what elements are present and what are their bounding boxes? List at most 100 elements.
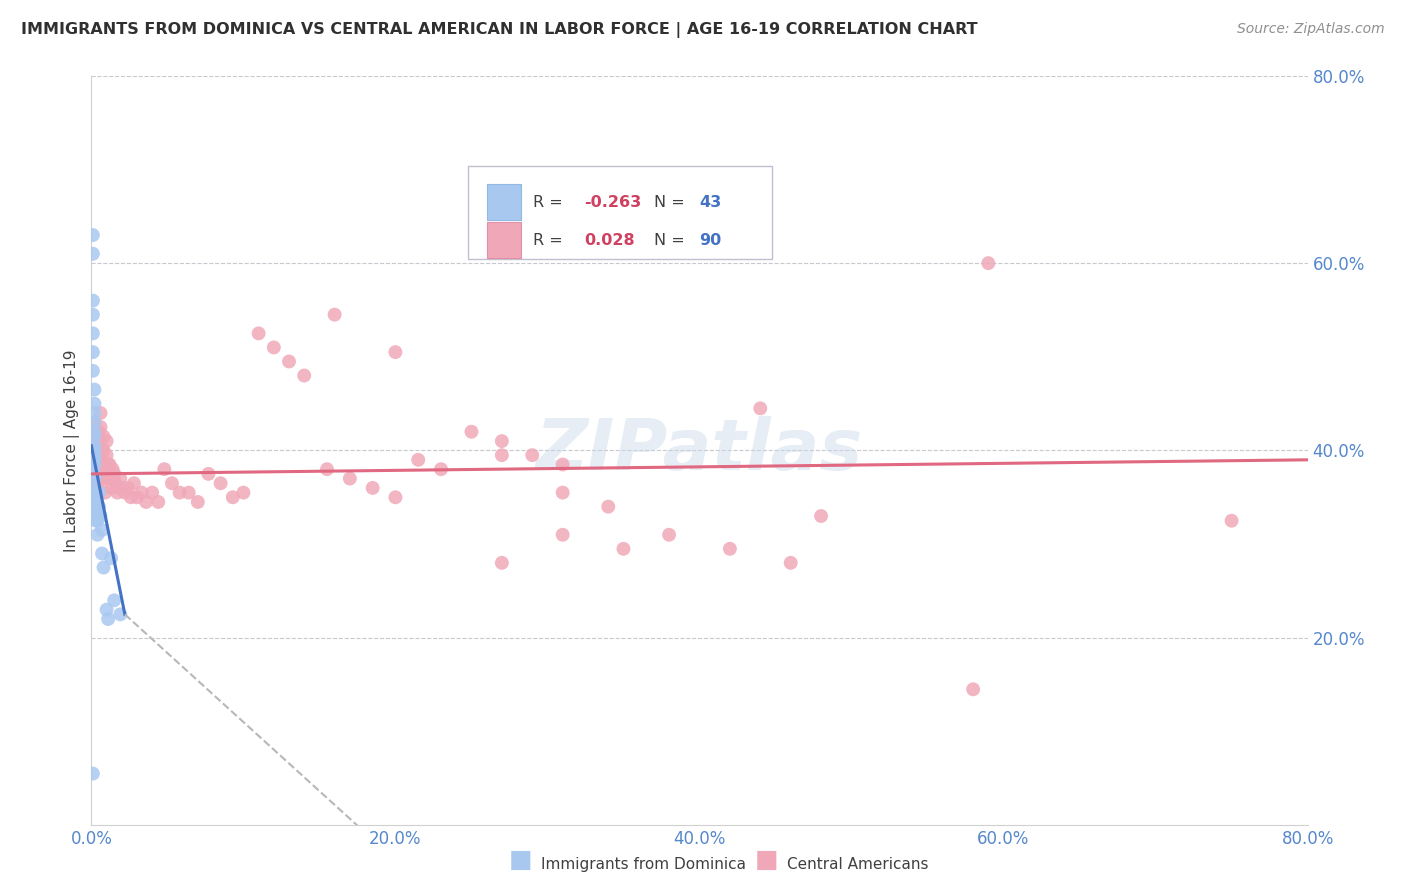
Point xyxy=(84,508,107,523)
Point xyxy=(83,452,105,467)
Point xyxy=(125,491,148,505)
Point xyxy=(87,485,110,500)
Bar xyxy=(486,222,520,258)
Point xyxy=(86,508,108,523)
Point xyxy=(122,476,145,491)
Point xyxy=(977,256,1000,270)
Point xyxy=(384,345,406,359)
Point xyxy=(551,458,574,472)
Point xyxy=(89,508,111,523)
Point xyxy=(83,415,105,429)
Point xyxy=(83,467,105,481)
Point xyxy=(522,448,544,462)
Point xyxy=(460,425,482,439)
Text: N =: N = xyxy=(654,194,690,210)
Point xyxy=(103,593,125,607)
FancyBboxPatch shape xyxy=(468,166,772,260)
Point xyxy=(89,420,111,434)
Point xyxy=(209,476,232,491)
Point xyxy=(96,434,118,449)
Point xyxy=(107,481,129,495)
Point xyxy=(94,471,117,485)
Point xyxy=(82,345,104,359)
Point xyxy=(82,326,104,341)
Point xyxy=(96,448,118,462)
Point xyxy=(491,556,513,570)
Point xyxy=(82,308,104,322)
Point xyxy=(187,495,209,509)
Point xyxy=(97,612,120,626)
Point xyxy=(96,603,118,617)
Point xyxy=(86,476,108,491)
Point xyxy=(98,471,121,485)
Point xyxy=(263,340,285,354)
Point xyxy=(110,471,132,485)
Point xyxy=(83,471,105,485)
Point xyxy=(83,425,105,439)
Point xyxy=(316,462,339,476)
Point xyxy=(86,514,108,528)
Point xyxy=(83,429,105,443)
Point xyxy=(551,527,574,541)
Point xyxy=(86,448,108,462)
Point xyxy=(83,458,105,472)
Point xyxy=(83,448,105,462)
Point xyxy=(86,527,108,541)
Text: IMMIGRANTS FROM DOMINICA VS CENTRAL AMERICAN IN LABOR FORCE | AGE 16-19 CORRELAT: IMMIGRANTS FROM DOMINICA VS CENTRAL AMER… xyxy=(21,22,977,38)
Text: ZIPatlas: ZIPatlas xyxy=(536,416,863,485)
Point xyxy=(141,485,163,500)
Point xyxy=(339,471,361,485)
Point xyxy=(101,462,124,476)
Point xyxy=(86,462,108,476)
Point xyxy=(87,500,110,514)
Point xyxy=(598,500,620,514)
Point xyxy=(612,541,634,556)
Text: Immigrants from Dominica: Immigrants from Dominica xyxy=(541,857,747,872)
Point xyxy=(97,471,120,485)
Text: -0.263: -0.263 xyxy=(583,194,641,210)
Text: 0.028: 0.028 xyxy=(583,233,634,248)
Point xyxy=(83,396,105,410)
Point xyxy=(430,462,453,476)
Point xyxy=(84,434,107,449)
Point xyxy=(100,467,122,481)
Point xyxy=(91,443,114,458)
Text: R =: R = xyxy=(533,194,568,210)
Point xyxy=(153,462,176,476)
Point xyxy=(232,485,254,500)
Text: ■: ■ xyxy=(509,848,531,872)
Point xyxy=(83,415,105,429)
Point xyxy=(83,429,105,443)
Point xyxy=(83,458,105,472)
Point xyxy=(278,354,301,368)
Text: Source: ZipAtlas.com: Source: ZipAtlas.com xyxy=(1237,22,1385,37)
Point xyxy=(93,458,115,472)
Point xyxy=(94,485,117,500)
Point xyxy=(100,481,122,495)
Point xyxy=(117,481,139,495)
Point xyxy=(84,491,107,505)
Point xyxy=(84,514,107,528)
Point xyxy=(82,425,104,439)
Point xyxy=(83,406,105,420)
Text: 43: 43 xyxy=(699,194,721,210)
Point xyxy=(89,406,111,420)
Point xyxy=(110,607,132,622)
Point xyxy=(323,308,346,322)
Point xyxy=(120,491,142,505)
Point xyxy=(87,425,110,439)
Point xyxy=(111,481,134,495)
Point xyxy=(84,476,107,491)
Point xyxy=(83,439,105,453)
Point xyxy=(82,246,104,260)
Point xyxy=(89,434,111,449)
Point xyxy=(1220,514,1243,528)
Point xyxy=(779,556,801,570)
Point xyxy=(131,485,153,500)
Point xyxy=(84,462,107,476)
Y-axis label: In Labor Force | Age 16-19: In Labor Force | Age 16-19 xyxy=(65,349,80,552)
Text: ■: ■ xyxy=(755,848,778,872)
Point xyxy=(84,500,107,514)
Point xyxy=(83,443,105,458)
Point xyxy=(491,448,513,462)
